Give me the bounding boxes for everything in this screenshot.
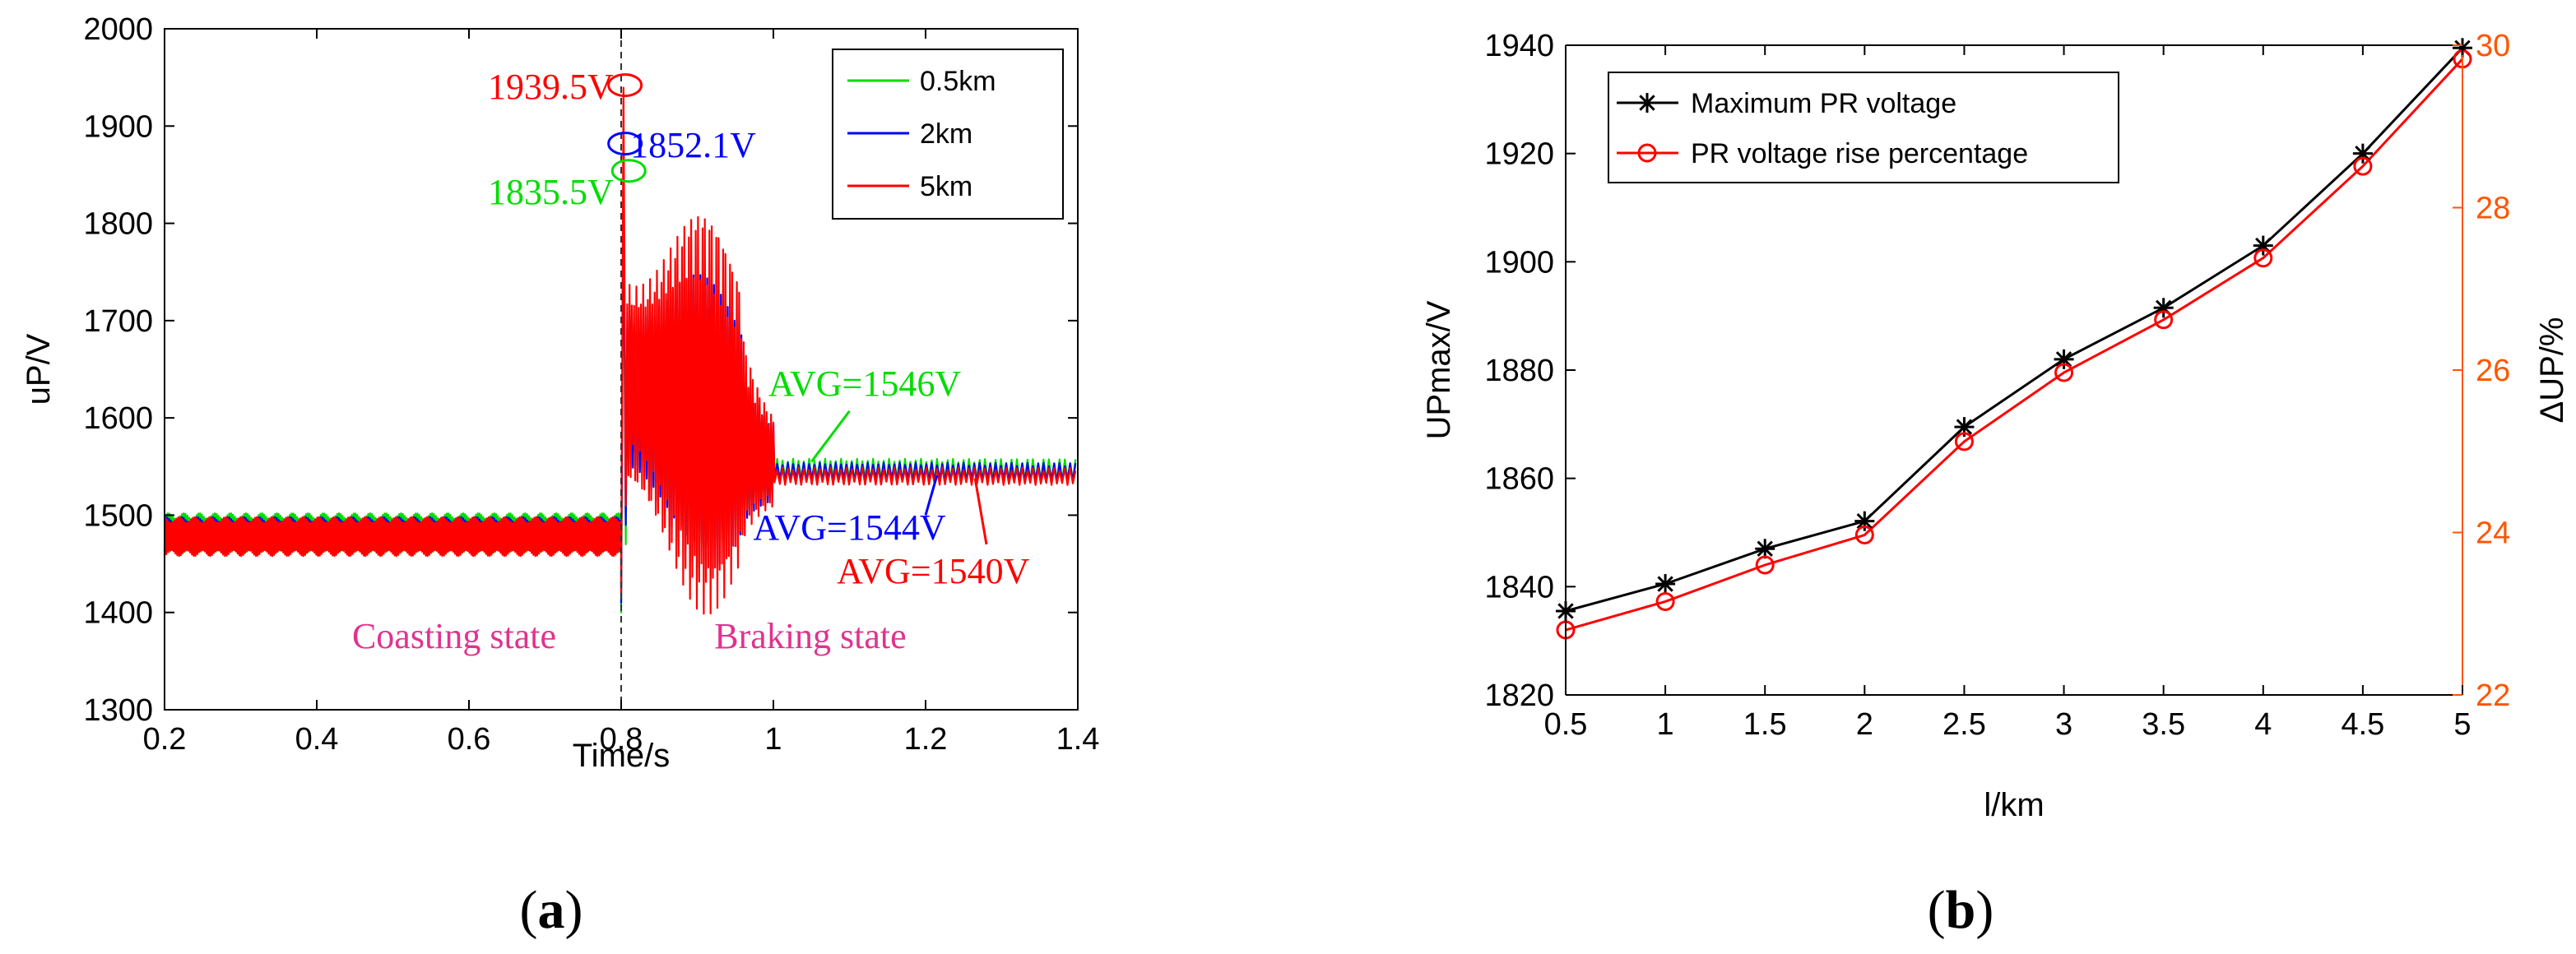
peak-label-1939-5v: 1939.5V (488, 67, 614, 107)
avg-label-avg-1540v: AVG=1540V (837, 551, 1029, 591)
avg-leader-avg-1540v (973, 478, 988, 545)
annotations-a: 1939.5V 1852.1V 1835.5V AVG=1546V AVG=1544VA… (488, 67, 1030, 591)
legend-box-b (1608, 72, 2119, 183)
y-tick-label: 1940 (1484, 29, 1554, 63)
y-right-tick-label: 30 (2476, 29, 2510, 63)
y-ticks-a: 1300 1400 1500 1600 1700 1800 1900 2000 (83, 12, 1078, 728)
x-ticks-b: 0.5 1 1.5 2 2.5 3 3.5 4 4.5 5 (1544, 45, 2472, 742)
point-maximum-pr-voltage-3 (2054, 349, 2074, 369)
avg-leader-avg-1546v (810, 410, 851, 463)
point-pr-voltage-rise-percentage-1.5 (1755, 555, 1775, 575)
trace-5km (163, 86, 1077, 615)
legend-label-max-pr-voltage: Maximum PR voltage (1691, 88, 1956, 119)
peak-label-1835-5v: 1835.5V (488, 172, 614, 212)
x-tick-label: 0.2 (143, 722, 187, 757)
series-lines-b (1565, 47, 2464, 632)
x-tick-label: 3 (2055, 707, 2072, 742)
point-pr-voltage-rise-percentage-3 (2054, 363, 2074, 382)
y-right-tick-label: 24 (2476, 516, 2510, 551)
panel-a: 1939.5V 1852.1V 1835.5V AVG=1546V AVG=1544VA… (21, 12, 1099, 940)
legend-star-glyph (1637, 93, 1657, 113)
legend-star-marker (1637, 93, 1657, 113)
x-tick-label: 0.8 (600, 722, 643, 757)
peak-marker-1835-5v (610, 159, 647, 183)
point-maximum-pr-voltage-1.5 (1755, 539, 1775, 559)
x-tick-label: 1.4 (1056, 722, 1100, 757)
point-pr-voltage-rise-percentage-1 (1655, 591, 1675, 611)
y-tick-label: 2000 (83, 12, 153, 47)
coasting-state-label: Coasting state (352, 616, 556, 656)
y-axis-label-a: uP/V (21, 333, 57, 405)
y-tick-label: 1840 (1484, 570, 1554, 604)
caption-a: (a) (520, 880, 583, 940)
peak-label-1852-1v: 1852.1V (630, 125, 756, 165)
x-tick-label: 1.2 (904, 722, 948, 757)
avg-label-avg-1544v: AVG=1544V (753, 507, 945, 548)
y-tick-label: 1400 (83, 596, 153, 631)
y-tick-label: 1880 (1484, 354, 1554, 388)
x-axis-label-b: l/km (1984, 787, 2044, 823)
legend-label-pr-rise-pct: PR voltage rise percentage (1691, 138, 2028, 169)
x-tick-label: 1.5 (1743, 707, 1787, 742)
legend-b: Maximum PR voltage PR voltage rise perce… (1608, 72, 2119, 183)
x-tick-label: 1 (764, 722, 782, 757)
peak-marker-1852-1v (607, 132, 643, 156)
point-maximum-pr-voltage-2 (1854, 511, 1875, 531)
y-tick-label: 1600 (83, 401, 153, 436)
avg-label-avg-1546v: AVG=1546V (768, 364, 961, 404)
y-right-tick-label: 22 (2476, 678, 2510, 713)
x-axis-label-a: Time/s (573, 738, 671, 774)
y-right-ticks-b: 22 24 26 28 30 (2453, 29, 2510, 713)
y-axis-label-b: UPmax/V (1421, 300, 1457, 439)
x-tick-label: 1 (1657, 707, 1674, 742)
x-tick-label: 0.4 (295, 722, 339, 757)
y-tick-label: 1800 (83, 207, 153, 242)
panel-b: 0.5 1 1.5 2 2.5 3 3.5 4 4.5 5 1820 1840 1860 1880 190… (1421, 29, 2570, 940)
y-tick-label: 1900 (83, 109, 153, 144)
y-right-tick-label: 26 (2476, 354, 2510, 388)
legend-circle-marker (1637, 143, 1657, 163)
y-right-tick-label: 28 (2476, 192, 2510, 226)
x-tick-label: 2.5 (1942, 707, 1986, 742)
x-tick-label: 4 (2254, 707, 2272, 742)
x-tick-label: 3.5 (2142, 707, 2185, 742)
y-tick-label: 1900 (1484, 245, 1554, 280)
x-tick-label: 4.5 (2341, 707, 2384, 742)
x-tick-label: 2 (1856, 707, 1873, 742)
point-pr-voltage-rise-percentage-4 (2253, 248, 2273, 268)
y-tick-label: 1300 (83, 693, 153, 728)
point-pr-voltage-rise-percentage-2 (1854, 525, 1874, 544)
legend-label-5km: 5km (920, 171, 972, 202)
caption-b: (b) (1928, 880, 1994, 940)
x-tick-label: 5 (2453, 707, 2471, 742)
avg-leader-avg-1544v (924, 475, 939, 516)
point-pr-voltage-rise-percentage-3.5 (2154, 310, 2174, 330)
y-tick-label: 1700 (83, 304, 153, 339)
x-ticks-a: 0.2 0.4 0.6 0.8 1 1.2 1.4 (143, 29, 1100, 757)
line-pr-voltage-rise-percentage (1565, 58, 2464, 632)
peak-marker-1939-5v (607, 73, 643, 98)
legend-label-0-5km: 0.5km (920, 66, 996, 97)
braking-state-label: Braking state (714, 616, 906, 656)
y-tick-label: 1820 (1484, 678, 1554, 713)
point-maximum-pr-voltage-1 (1655, 574, 1676, 595)
x-tick-label: 0.6 (448, 722, 491, 757)
legend-label-2km: 2km (920, 118, 972, 150)
point-pr-voltage-rise-percentage-4.5 (2353, 156, 2373, 176)
y-right-axis-label-b: ΔUP/% (2534, 317, 2570, 424)
traces-a (163, 86, 1077, 615)
y-ticks-b: 1820 1840 1860 1880 1900 1920 1940 (1484, 29, 1576, 713)
x-tick-label: 0.5 (1544, 707, 1588, 742)
y-tick-label: 1500 (83, 498, 153, 533)
legend-a: 0.5km 2km 5km (832, 49, 1064, 220)
point-pr-voltage-rise-percentage-2.5 (1954, 432, 1974, 452)
line-maximum-pr-voltage (1565, 47, 2464, 613)
y-tick-label: 1860 (1484, 462, 1554, 497)
y-tick-label: 1920 (1484, 137, 1554, 172)
